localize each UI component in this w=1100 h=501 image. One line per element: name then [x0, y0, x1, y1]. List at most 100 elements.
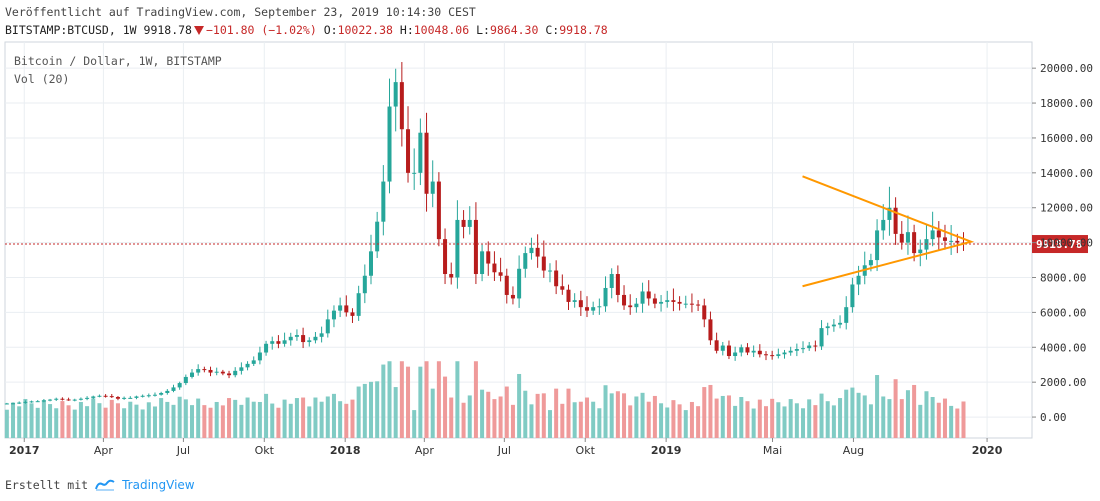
volume-bar	[399, 361, 404, 438]
y-tick-label: 18000.00	[1040, 97, 1093, 110]
candle-body	[640, 291, 645, 304]
y-tick-label: 16000.00	[1040, 132, 1093, 145]
volume-bar	[245, 397, 250, 438]
volume-bar	[375, 381, 380, 438]
high-value: 10048.06	[413, 23, 470, 37]
candle-body	[726, 345, 731, 357]
candle-body	[547, 270, 552, 272]
candle-body	[128, 397, 133, 399]
volume-bar	[257, 401, 262, 438]
close-value: 9918.78	[559, 23, 608, 37]
candle-body	[257, 352, 262, 361]
volume-bar	[134, 404, 139, 438]
volume-bar	[899, 399, 904, 438]
volume-bar	[264, 393, 269, 438]
y-tick-label: 14000.00	[1040, 167, 1093, 180]
volume-bar	[338, 401, 343, 438]
price-change: −101.80 (−1.02%)	[205, 23, 317, 37]
volume-bar	[893, 379, 898, 438]
volume-bar	[313, 397, 318, 438]
candle-body	[942, 237, 947, 241]
candle-body	[214, 371, 219, 373]
volume-bar	[436, 361, 441, 438]
published-note: Veröffentlicht auf TradingView.com, Sept…	[5, 5, 476, 19]
low-value: 9864.30	[489, 23, 539, 37]
volume-bar	[566, 388, 571, 438]
candle-body	[109, 396, 114, 398]
y-tick-label: 12000.00	[1040, 202, 1093, 215]
candle-body	[597, 306, 602, 308]
volume-bar	[424, 361, 429, 438]
candle-body	[634, 303, 639, 308]
candle-body	[671, 300, 676, 302]
x-tick-label: 2018	[330, 444, 361, 457]
candle-body	[652, 298, 657, 304]
candle-body	[813, 345, 818, 347]
triangle-pattern	[802, 175, 975, 288]
price-chart[interactable]: 9918.78 Bitcoin / Dollar, 1W, BITSTAMP V…	[0, 40, 1100, 468]
volume-bar	[918, 404, 923, 438]
volume-bar	[708, 384, 713, 438]
candle-body	[566, 289, 571, 302]
candle-body	[66, 399, 71, 401]
candle-body	[905, 232, 910, 243]
volume-bar	[455, 361, 460, 438]
volume-bar	[29, 403, 34, 438]
price-axis: 0.00 2000.00 4000.00 6000.00 8000.00 10000.00…	[1032, 62, 1093, 424]
candle-body	[646, 291, 651, 299]
volume-bar	[560, 403, 565, 438]
candle-body	[541, 256, 546, 271]
volume-bar	[535, 393, 540, 438]
candle-body	[510, 294, 515, 299]
candle-body	[455, 219, 460, 278]
candle-body	[331, 310, 336, 320]
volume-bar	[190, 405, 195, 438]
candle-body	[91, 396, 96, 398]
interval-label: 1W	[122, 23, 137, 37]
volume-bar	[936, 402, 941, 438]
volume-bar	[35, 407, 40, 438]
candle-body	[609, 274, 614, 288]
open-label: O:	[323, 23, 338, 37]
candle-body	[720, 345, 725, 351]
y-tick-label: 10000.00	[1040, 237, 1093, 250]
candle-body	[467, 219, 472, 227]
candle-body	[85, 397, 90, 399]
open-value: 10022.38	[337, 23, 393, 37]
candle-body	[202, 369, 207, 371]
candle-body	[196, 369, 201, 373]
candle-body	[227, 373, 232, 376]
candle-body	[381, 181, 386, 222]
volume-bar	[276, 407, 281, 438]
volume-bar	[196, 398, 201, 438]
candle-body	[97, 395, 102, 397]
volume-bar	[541, 393, 546, 438]
candle-body	[134, 396, 139, 398]
volume-bar	[770, 398, 775, 438]
candle-body	[338, 305, 343, 311]
volume-bar	[362, 383, 367, 438]
volume-bar	[183, 399, 188, 438]
tradingview-brand[interactable]: TradingView	[122, 478, 195, 492]
candle-body	[893, 207, 898, 234]
volume-bar	[819, 393, 824, 438]
volume-bar	[288, 403, 293, 438]
volume-bar	[239, 404, 244, 438]
volume-bar	[368, 381, 373, 438]
candlestick-series	[4, 62, 966, 405]
volume-bar	[301, 397, 306, 438]
x-tick-label: Mai	[763, 444, 782, 457]
candle-body	[881, 219, 886, 231]
volume-bar	[628, 405, 633, 438]
volume-bar	[572, 402, 577, 438]
x-tick-label: 2020	[972, 444, 1003, 457]
volume-bar	[227, 398, 232, 438]
volume-bar	[739, 397, 744, 438]
candle-body	[393, 82, 398, 107]
candle-body	[696, 304, 701, 306]
candle-body	[35, 401, 40, 403]
candle-body	[770, 355, 775, 357]
volume-bar	[60, 401, 65, 438]
candle-body	[313, 336, 318, 341]
candle-body	[362, 275, 367, 294]
